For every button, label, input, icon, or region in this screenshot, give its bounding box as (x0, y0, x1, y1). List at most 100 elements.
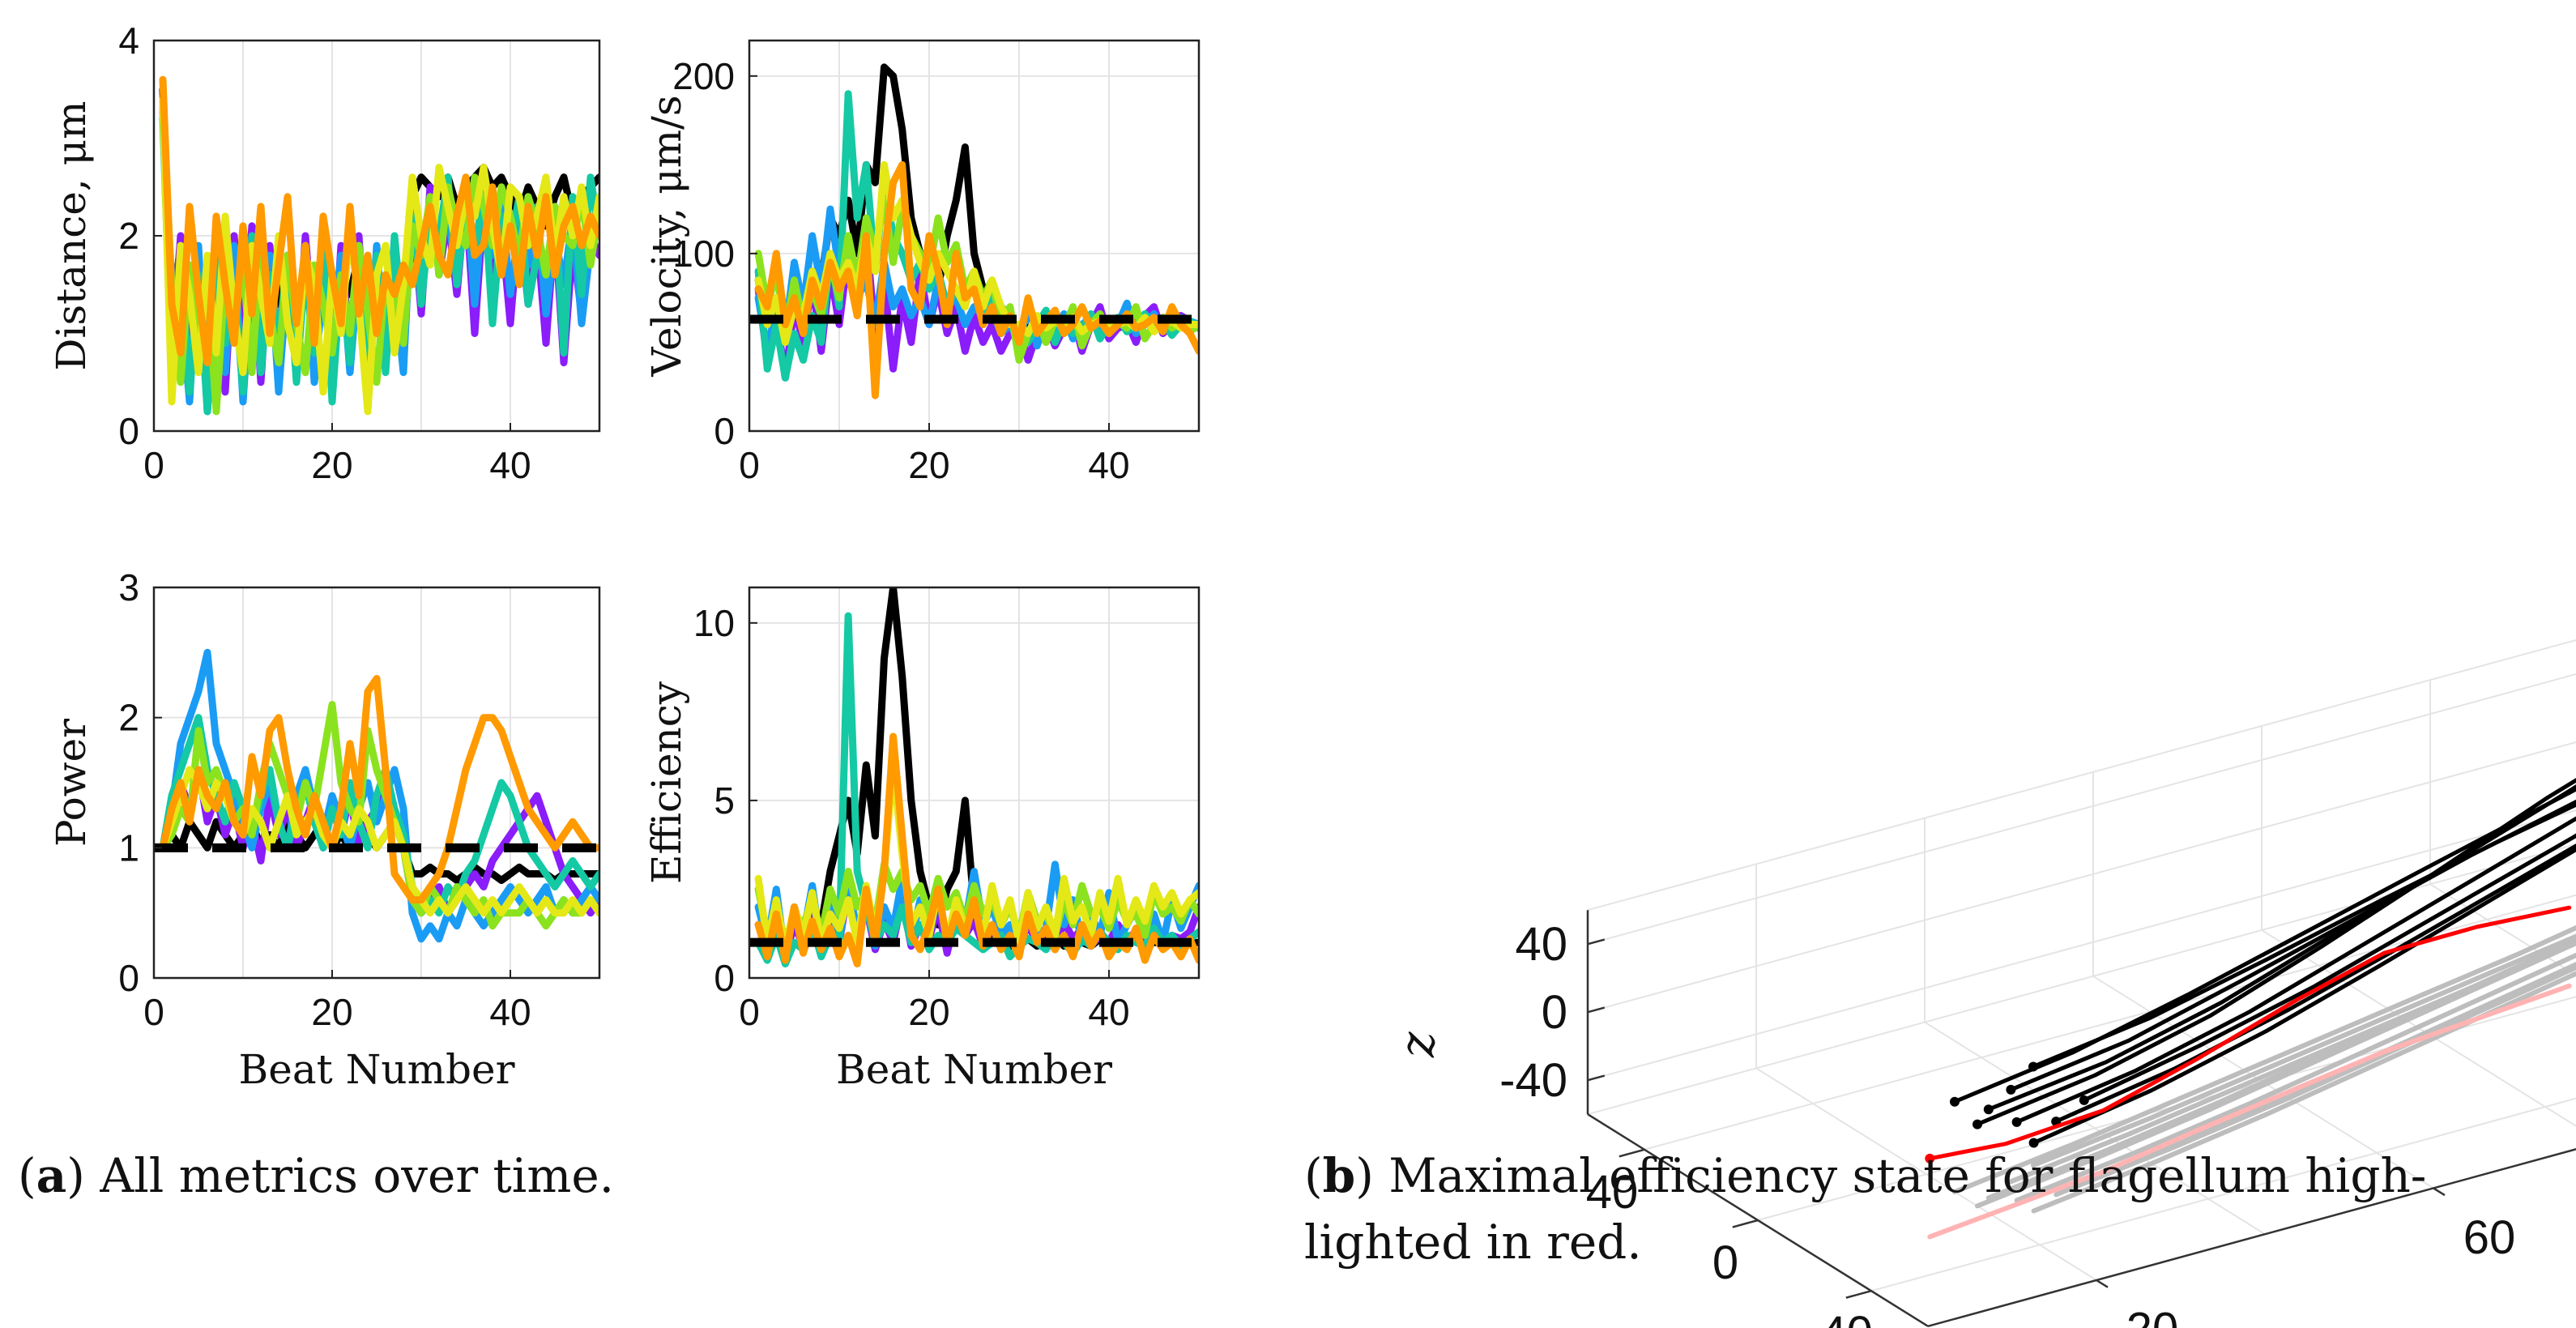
y-tick-label: -40 (1805, 1307, 1873, 1328)
caption-b: (b) Maximal efficiency state for flagell… (1304, 1148, 2427, 1270)
flagellum-curve-3-base (2011, 1117, 2022, 1127)
flagellum-curve-7 (2032, 847, 2576, 1145)
back-wall-gridline (1587, 673, 2576, 946)
y-tick (1732, 1219, 1759, 1228)
axes-frame (748, 39, 1201, 433)
projection-curve-5 (2054, 964, 2576, 1198)
x-tick-label: 40 (1088, 444, 1129, 486)
x-tick (2096, 1279, 2109, 1288)
series-line-3 (159, 648, 599, 943)
series-group (754, 587, 1199, 967)
axes-frame (152, 586, 601, 980)
y-tick-label: 200 (672, 55, 735, 97)
back-wall-gridline (1587, 741, 2576, 1014)
x-tick-label: 0 (143, 444, 164, 486)
x-tick-label: 20 (2126, 1304, 2179, 1328)
y-tick-label: 2 (118, 697, 139, 739)
x-tick-label: 0 (739, 444, 760, 486)
caption-b-label: b (1322, 1148, 1356, 1203)
y-tick-label: 0 (1712, 1236, 1738, 1289)
flagellum-curve-6 (2031, 802, 2576, 1069)
y-axis-label: Velocity, μm/s (643, 95, 690, 377)
z-axis-label: z (1389, 1031, 1446, 1058)
x-tick-label: 40 (489, 444, 531, 486)
projection-curve-9 (2081, 962, 2576, 1185)
flagellum-curve-4-base (2006, 1084, 2016, 1095)
x-axis-line (1927, 1148, 2576, 1328)
y-tick (1619, 1148, 1645, 1158)
y-tick-label: 0 (118, 410, 139, 452)
projection-curve-4 (2008, 940, 2576, 1185)
flagellum-curve-7-base (2028, 1138, 2039, 1148)
flagellum-curve-8 (1952, 787, 2576, 1104)
z-tick (1587, 1074, 1606, 1082)
series-line-7 (159, 675, 599, 904)
highlighted-flagellum-curve-base (1925, 1153, 1935, 1164)
series-group (754, 63, 1199, 399)
z-tick (1587, 1006, 1606, 1014)
floor-gridline (1870, 1097, 2576, 1292)
y-tick-label: 2 (118, 215, 139, 257)
axes-frame (748, 586, 1201, 980)
x-tick (2433, 1187, 2446, 1197)
back-wall-gridline (1587, 843, 2576, 1116)
x-tick-label: 20 (908, 444, 949, 486)
projection-curve-8 (1952, 924, 2576, 1194)
y-tick-label: 40 (1586, 1166, 1639, 1219)
projection-curve-6 (2031, 933, 2576, 1168)
caption-a-label: a (36, 1148, 67, 1203)
z-tick-label: 40 (1515, 918, 1567, 971)
y-tick-label: 10 (693, 602, 735, 644)
y-tick-label: 0 (714, 410, 735, 452)
x-tick-label: 20 (908, 991, 949, 1033)
caption-b-text-line1: Maximal efficiency state for flagellum h… (1388, 1148, 2427, 1203)
x-axis-label: Beat Number (836, 1046, 1112, 1093)
z-tick-label: -40 (1499, 1054, 1567, 1107)
y-tick-label: 4 (118, 19, 139, 62)
y-tick-label: 0 (714, 957, 735, 999)
series-line-7 (754, 732, 1199, 967)
y-axis-label: y (1729, 1326, 1760, 1328)
flagellum-curve-4 (2008, 799, 2576, 1092)
caption-a-text: All metrics over time. (100, 1148, 615, 1203)
y-axis-label: Distance, μm (48, 100, 95, 370)
y-tick-label: 3 (118, 566, 139, 608)
x-tick-label: 40 (489, 991, 531, 1033)
x-tick-label: 40 (1088, 991, 1129, 1033)
projection-curve-3 (2014, 952, 2576, 1203)
x-tick-label: 60 (2463, 1211, 2516, 1264)
series-line-7 (159, 75, 599, 367)
x-tick-label: 20 (311, 444, 352, 486)
series-group (159, 648, 599, 943)
y-tick-label: 100 (672, 233, 735, 275)
flagellum-curve-1-base (1973, 1119, 1982, 1129)
flagellum-curve-9-base (2079, 1095, 2089, 1105)
x-tick-label: 0 (143, 991, 164, 1033)
x-tick-label: 0 (739, 991, 760, 1033)
chart-distance: 0 20 40 0 2 4 Distance, μm (48, 19, 601, 486)
series-group (159, 75, 599, 416)
back-wall-gridline (1587, 639, 2576, 912)
flagellum-curve-8-base (1950, 1096, 1960, 1107)
back-wall-gridline (1587, 809, 2576, 1082)
z-tick (1587, 938, 1606, 946)
y-tick (1845, 1289, 1872, 1299)
flagellum-curve-9 (2082, 833, 2576, 1103)
y-tick-label: 1 (118, 826, 139, 869)
chart-power: 0 20 40 0 1 2 3 Power Beat Number (48, 566, 601, 1093)
y-axis-label: Efficiency (643, 681, 690, 884)
y-tick-label: 5 (714, 779, 735, 822)
flagellum-curve-2-base (1983, 1104, 1994, 1115)
caption-a: (a) All metrics over time. (18, 1148, 615, 1203)
x-tick-label: 20 (311, 991, 352, 1033)
projection-curve-7 (2031, 971, 2576, 1214)
caption-b-text-line2: lighted in red. (1304, 1215, 1642, 1270)
projection-highlight-curve (1927, 983, 2572, 1240)
y-axis-label: Power (48, 719, 95, 847)
x-axis-label: Beat Number (239, 1046, 515, 1093)
